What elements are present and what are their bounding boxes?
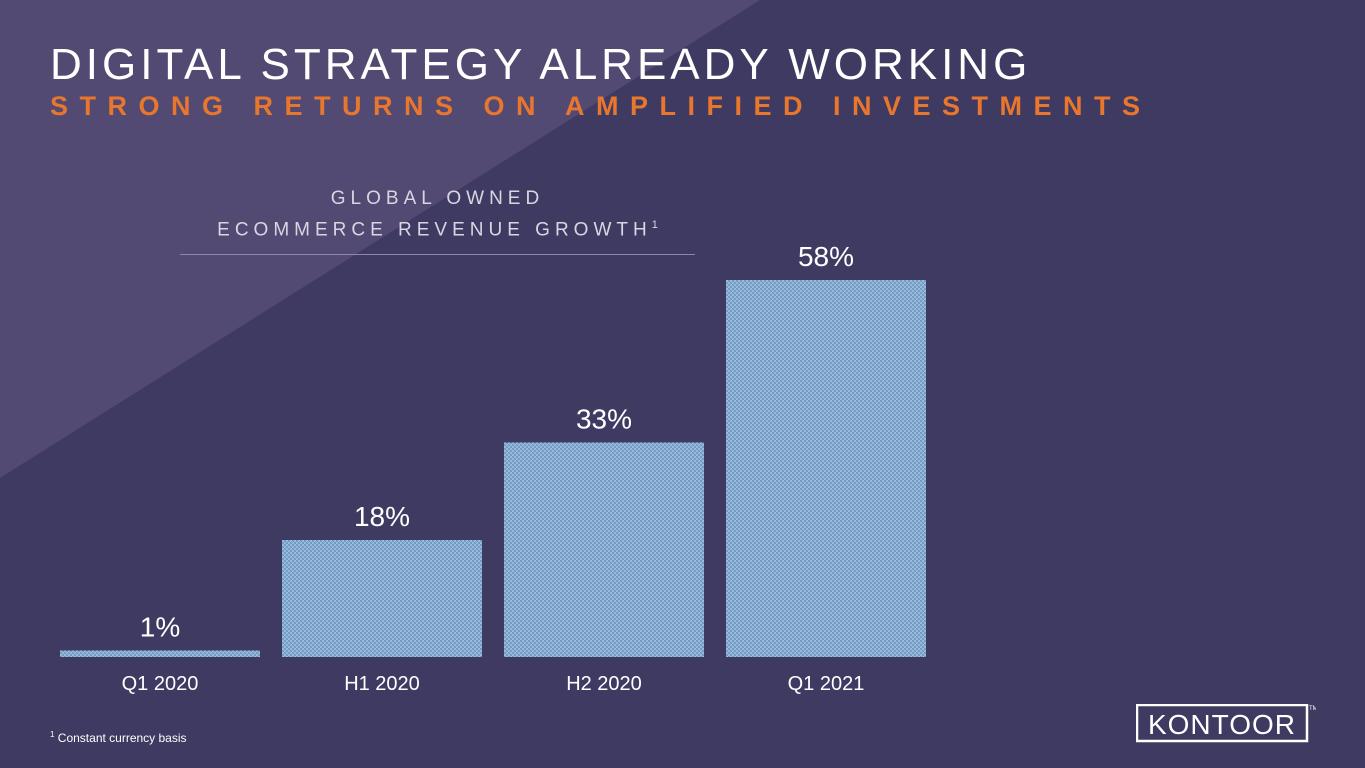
logo-trademark: TM bbox=[1309, 706, 1316, 712]
footnote-marker: 1 bbox=[50, 730, 55, 739]
category-label-h1-2020: H1 2020 bbox=[344, 673, 420, 695]
bar-q1-2021 bbox=[726, 280, 926, 657]
bar-h2-2020 bbox=[504, 442, 704, 657]
bar-q1-2020 bbox=[60, 650, 260, 657]
footnote-text: Constant currency basis bbox=[57, 731, 187, 745]
page-subtitle: STRONG RETURNS ON AMPLIFIED INVESTMENTS bbox=[50, 91, 1152, 121]
chart-heading-line2: ECOMMERCE REVENUE GROWTH1 bbox=[180, 212, 695, 243]
kontoor-logo: KONTOOR TM bbox=[1136, 704, 1316, 743]
chart-heading: GLOBAL OWNED ECOMMERCE REVENUE GROWTH1 bbox=[180, 186, 695, 243]
category-label-q1-2021: Q1 2021 bbox=[788, 673, 865, 695]
value-label-h1-2020: 18% bbox=[354, 501, 410, 532]
page-title: DIGITAL STRATEGY ALREADY WORKING bbox=[50, 40, 1032, 89]
value-label-q1-2020: 1% bbox=[140, 612, 180, 643]
bar-h1-2020 bbox=[282, 540, 482, 657]
chart-heading-line2-text: ECOMMERCE REVENUE GROWTH bbox=[217, 219, 652, 241]
logo-text: KONTOOR bbox=[1148, 709, 1296, 740]
value-label-q1-2021: 58% bbox=[798, 241, 854, 272]
category-label-q1-2020: Q1 2020 bbox=[122, 673, 199, 695]
value-label-h2-2020: 33% bbox=[576, 404, 632, 435]
chart-heading-footnote-marker: 1 bbox=[651, 219, 658, 231]
footnote: 1 Constant currency basis bbox=[50, 730, 187, 745]
category-label-h2-2020: H2 2020 bbox=[566, 673, 642, 695]
chart-heading-divider bbox=[180, 254, 695, 255]
chart-heading-line1: GLOBAL OWNED bbox=[330, 188, 545, 209]
